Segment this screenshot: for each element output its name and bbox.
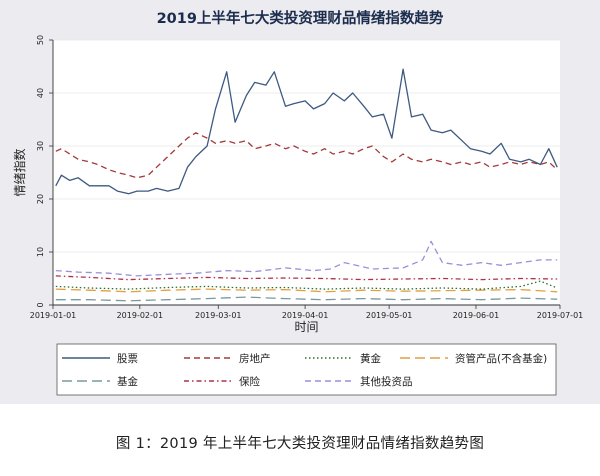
legend-label-0: 股票 <box>117 353 138 365</box>
series-line-0 <box>55 68 558 195</box>
y-tick-label: 40 <box>36 88 45 98</box>
y-tick-label: 10 <box>36 247 45 257</box>
series-line-3 <box>55 288 558 293</box>
x-tick-label: 2019-03-01 <box>195 311 242 320</box>
y-tick-label: 0 <box>36 302 45 307</box>
plot-area <box>53 40 560 305</box>
x-tick-label: 2019-06-01 <box>453 311 500 320</box>
legend-label-2: 黄金 <box>360 352 381 365</box>
series-line-6 <box>55 240 558 277</box>
legend-label-6: 其他投资品 <box>360 375 413 388</box>
chart-title: 2019上半年七大类投资理财品情绪指数趋势 <box>157 9 444 27</box>
y-tick-label: 30 <box>36 141 45 151</box>
y-tick-label: 50 <box>36 35 45 45</box>
series-line-4 <box>55 296 558 302</box>
legend-label-1: 房地产 <box>239 352 271 365</box>
x-tick-label: 2019-05-01 <box>366 311 413 320</box>
x-tick-label: 2019-07-01 <box>537 311 584 320</box>
legend-label-4: 基金 <box>117 375 138 388</box>
x-axis-title: 时间 <box>294 320 318 334</box>
y-axis-title: 情绪指数 <box>12 148 27 196</box>
series-line-5 <box>55 275 558 281</box>
x-tick-label: 2019-04-01 <box>282 311 329 320</box>
y-tick-label: 20 <box>36 194 45 204</box>
x-tick-label: 2019-01-01 <box>30 311 77 320</box>
legend <box>56 343 557 396</box>
series-line-2 <box>55 280 558 290</box>
x-tick-label: 2019-02-01 <box>117 311 164 320</box>
series-line-1 <box>55 132 558 179</box>
figure-caption: 图 1：2019 年上半年七大类投资理财品情绪指数趋势图 <box>115 436 485 452</box>
line-chart: 2019上半年七大类投资理财品情绪指数趋势 0 10 20 30 40 50 2019-01-… <box>12 9 584 396</box>
legend-label-3: 资管产品(不含基金) <box>455 352 547 365</box>
legend-label-5: 保险 <box>239 375 260 388</box>
